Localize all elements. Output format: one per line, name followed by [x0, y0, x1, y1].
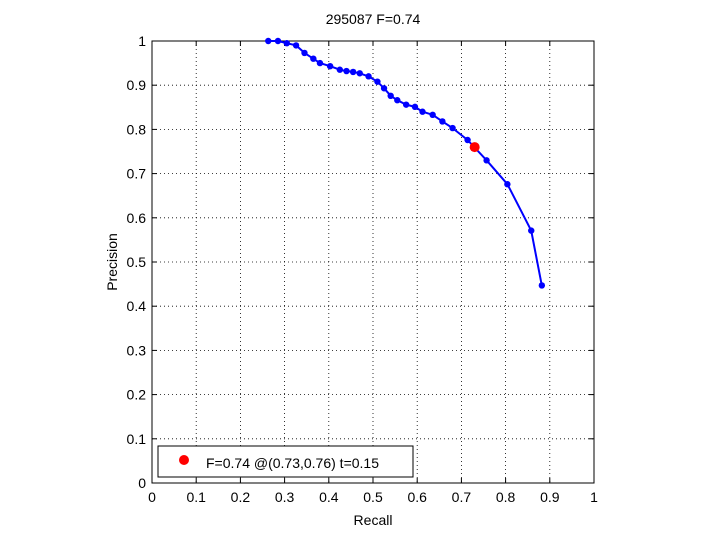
series-point [429, 111, 436, 119]
series-point [326, 62, 334, 70]
y-tick-label: 0.8 [127, 121, 147, 137]
series-point [419, 108, 426, 115]
series-point [411, 103, 419, 111]
series-point [387, 92, 394, 100]
series-point [402, 101, 410, 108]
y-axis-label: Precision [104, 233, 120, 291]
x-tick-label: 0.7 [452, 489, 472, 505]
series-point [538, 282, 546, 289]
legend-box [157, 445, 414, 478]
x-tick-label: 0.3 [275, 489, 295, 505]
series-point [283, 40, 291, 47]
legend-marker [179, 455, 189, 465]
series-point [336, 66, 344, 73]
y-tick-label: 1 [138, 33, 146, 49]
x-tick-label: 0.9 [540, 489, 560, 505]
legend-label: F=0.74 @(0.73,0.76) t=0.15 [206, 455, 379, 471]
y-tick-label: 0.5 [127, 254, 147, 270]
series-point [439, 118, 446, 125]
series-point [301, 49, 308, 57]
y-tick-label: 0.1 [127, 431, 147, 447]
x-axis-label: Recall [354, 512, 393, 528]
y-tick-label: 0.4 [127, 298, 147, 314]
series-line [268, 40, 543, 286]
y-tick-label: 0.2 [127, 387, 147, 403]
plot-area [151, 37, 595, 484]
x-tick-labels: 0 0.1 0.2 0.3 0.4 0.5 0.6 0.7 0.8 0.9 1 [148, 489, 598, 505]
x-tick-label: 0.8 [496, 489, 516, 505]
series-point [356, 70, 363, 77]
series-point [343, 67, 350, 75]
x-tick-label: 0.6 [407, 489, 427, 505]
y-tick-label: 0.7 [127, 166, 147, 182]
legend: F=0.74 @(0.73,0.76) t=0.15 [157, 445, 414, 478]
axes-box [151, 40, 595, 484]
series-point [380, 85, 388, 92]
series-point [528, 227, 535, 234]
x-tick-label: 0.2 [231, 489, 251, 505]
x-tick-label: 0.1 [186, 489, 206, 505]
x-tick-label: 0.4 [319, 489, 339, 505]
series-point [464, 136, 471, 144]
y-tick-labels: 0 0.1 0.2 0.3 0.4 0.5 0.6 0.7 0.8 0.9 1 [127, 33, 147, 491]
grid-lines [152, 41, 594, 483]
y-tick-label: 0.6 [127, 210, 147, 226]
series-point [274, 37, 282, 45]
series-point [449, 124, 456, 132]
x-tick-label: 0.5 [363, 489, 383, 505]
series-point [504, 181, 511, 188]
series-point [365, 73, 372, 80]
y-tick-label: 0.9 [127, 77, 147, 93]
series-layer [265, 37, 546, 289]
x-tick-label: 0 [148, 489, 156, 505]
series-point [316, 59, 324, 67]
series-point [394, 97, 401, 104]
chart-title: 295087 F=0.74 [326, 11, 421, 27]
series-point [265, 37, 272, 45]
series-point [374, 78, 381, 85]
highlight-layer [469, 142, 480, 153]
series-point [349, 68, 357, 76]
best-f-point [469, 142, 480, 153]
series-point [292, 42, 300, 49]
y-tick-label: 0.3 [127, 342, 147, 358]
series-point [483, 157, 490, 164]
y-tick-label: 0 [138, 475, 146, 491]
series-point [310, 55, 317, 62]
x-tick-label: 1 [590, 489, 598, 505]
